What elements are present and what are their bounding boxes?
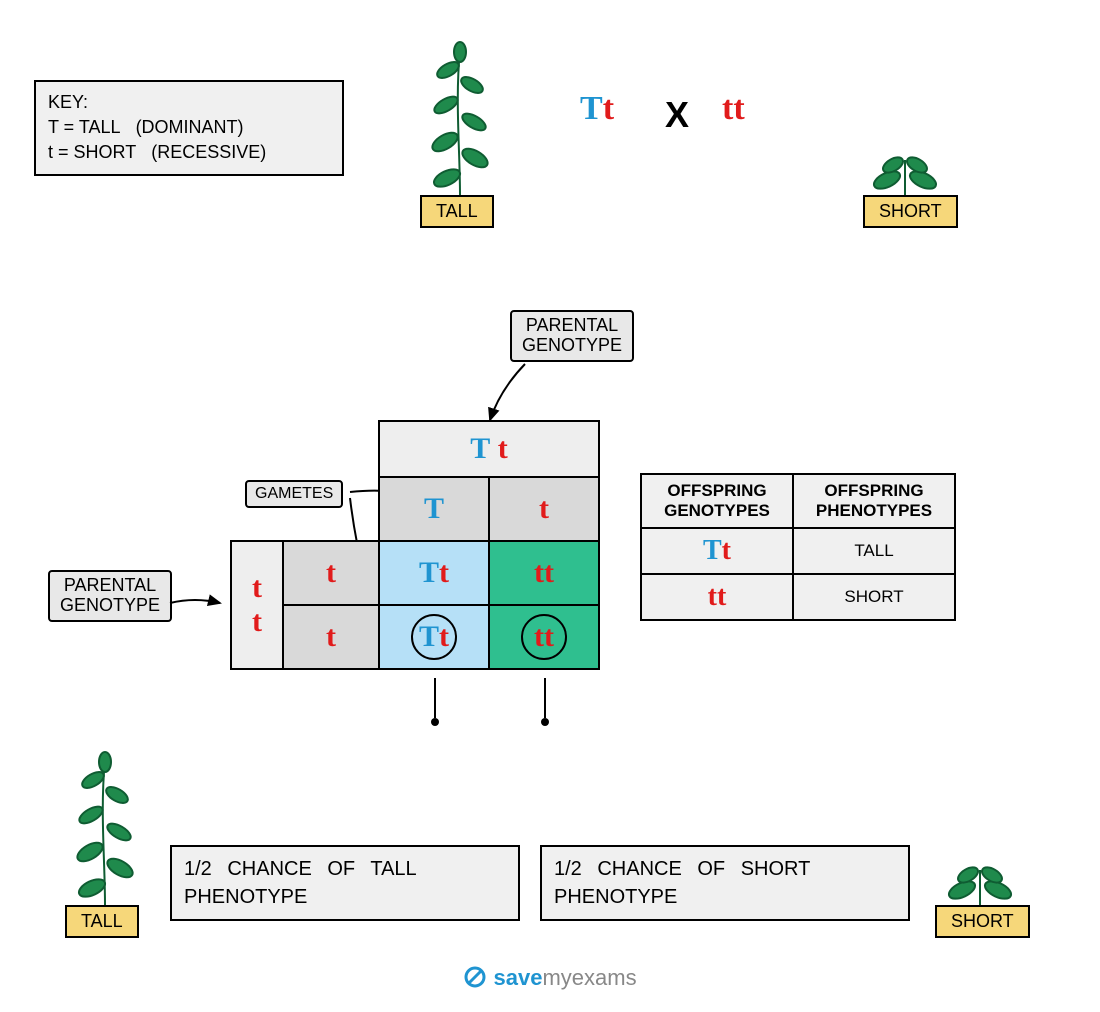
key-line-1: T = TALL (DOMINANT) [48,115,330,140]
parent1-genotype: Tt [580,90,614,128]
tall-plant-top-icon [415,30,505,200]
tall-plant-bottom-icon [60,740,150,910]
punnett-cell-21: Tt [379,605,489,669]
watermark-icon [463,965,487,989]
tall-plant-bottom-label: TALL [65,905,139,938]
parent2-genotype: tt [722,90,745,128]
punnett-left-parent: t t [231,541,283,669]
punnett-top-gamete-1: T [379,477,489,541]
punnett-cell-12: tt [489,541,599,605]
key-box: KEY: T = TALL (DOMINANT) t = SHORT (RECE… [34,80,344,176]
punnett-square: T t T t t t t Tt tt t Tt tt [230,420,600,670]
offspring-row1-genotype: Tt [641,528,793,574]
cross-symbol: X [665,94,689,136]
offspring-genotypes-header: OFFSPRING GENOTYPES [641,474,793,528]
key-title: KEY: [48,90,330,115]
key-line-2: t = SHORT (RECESSIVE) [48,140,330,165]
punnett-cell-11: Tt [379,541,489,605]
punnett-cell-22: tt [489,605,599,669]
offspring-row2-genotype: tt [641,574,793,620]
punnett-top-parent: T t [379,421,599,477]
watermark: savemyexams [0,965,1100,991]
offspring-phenotypes-header: OFFSPRING PHENOTYPES [793,474,955,528]
punnett-left-gamete-2: t [283,605,379,669]
short-plant-top-label: SHORT [863,195,958,228]
punnett-left-gamete-1: t [283,541,379,605]
tall-plant-top-label: TALL [420,195,494,228]
punnett-top-gamete-2: t [489,477,599,541]
short-plant-top-icon [855,140,955,200]
parental-genotype-tag-left: PARENTAL GENOTYPE [48,570,172,622]
short-plant-bottom-label: SHORT [935,905,1030,938]
leader-lines [370,670,630,760]
offspring-row1-phenotype: TALL [793,528,955,574]
result-tall-box: 1/2 CHANCE OF TALL PHENOTYPE [170,845,520,921]
short-plant-bottom-icon [930,850,1030,910]
offspring-row2-phenotype: SHORT [793,574,955,620]
offspring-table: OFFSPRING GENOTYPES OFFSPRING PHENOTYPES… [640,473,956,621]
result-short-box: 1/2 CHANCE OF SHORT PHENOTYPE [540,845,910,921]
